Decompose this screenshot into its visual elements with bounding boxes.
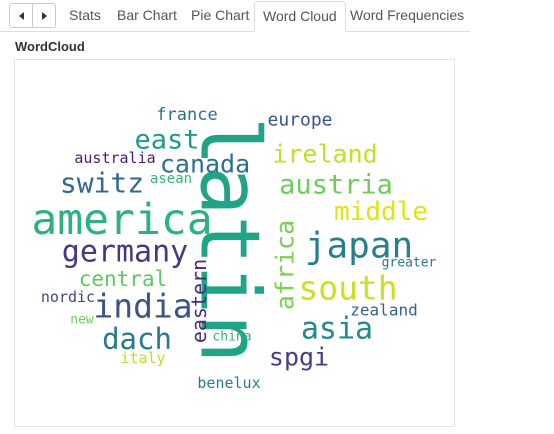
tab-word-cloud[interactable]: Word Cloud	[254, 1, 346, 32]
tab-word-frequencies[interactable]: Word Frequencies	[350, 7, 465, 23]
triangle-left-icon	[18, 11, 24, 20]
tab-bar: Stats Bar Chart Pie Chart Word Cloud Wor…	[0, 0, 470, 32]
scroll-right-button[interactable]	[32, 4, 55, 27]
scroll-left-button[interactable]	[10, 4, 32, 27]
tab-bar-divider	[0, 31, 470, 32]
word-cloud-panel	[14, 59, 455, 427]
section-title: WordCloud	[15, 39, 85, 54]
tab-pie-chart[interactable]: Pie Chart	[191, 7, 250, 23]
tab-bar-chart[interactable]: Bar Chart	[117, 7, 177, 23]
tab-scroll-buttons	[9, 3, 56, 28]
tab-stats[interactable]: Stats	[69, 7, 101, 23]
triangle-right-icon	[41, 11, 47, 20]
